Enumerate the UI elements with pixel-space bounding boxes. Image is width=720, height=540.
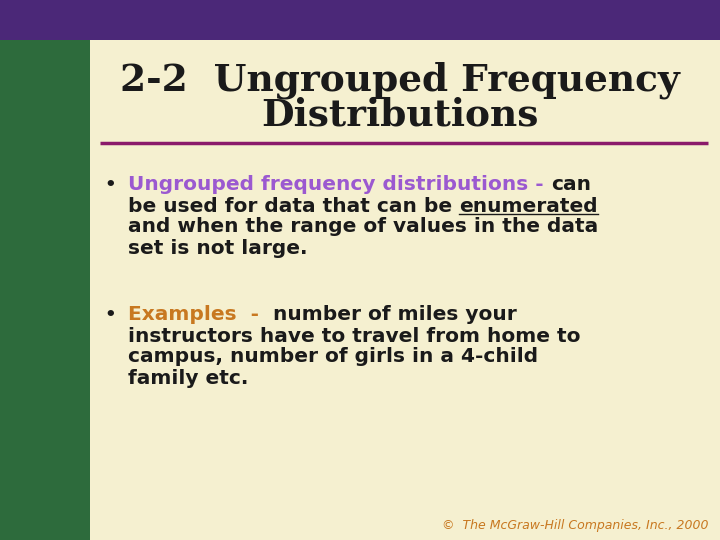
Text: Ungrouped frequency distributions -: Ungrouped frequency distributions - bbox=[128, 176, 551, 194]
Text: number of miles your: number of miles your bbox=[266, 306, 517, 325]
Text: •: • bbox=[104, 306, 116, 324]
Text: family etc.: family etc. bbox=[128, 368, 248, 388]
Text: Examples  -: Examples - bbox=[128, 306, 266, 325]
Text: and when the range of values in the data: and when the range of values in the data bbox=[128, 218, 598, 237]
Text: ©  The McGraw-Hill Companies, Inc., 2000: © The McGraw-Hill Companies, Inc., 2000 bbox=[441, 519, 708, 532]
Bar bbox=[0, 40, 90, 540]
Text: campus, number of girls in a 4-child: campus, number of girls in a 4-child bbox=[128, 348, 538, 367]
Text: enumerated: enumerated bbox=[459, 197, 598, 215]
Text: be used for data that can be: be used for data that can be bbox=[128, 197, 459, 215]
Text: instructors have to travel from home to: instructors have to travel from home to bbox=[128, 327, 580, 346]
Text: can: can bbox=[551, 176, 590, 194]
Text: •: • bbox=[104, 176, 116, 194]
Bar bbox=[0, 0, 720, 40]
Text: Distributions: Distributions bbox=[261, 97, 539, 133]
Text: set is not large.: set is not large. bbox=[128, 239, 307, 258]
Text: 2-2  Ungrouped Frequency: 2-2 Ungrouped Frequency bbox=[120, 61, 680, 99]
